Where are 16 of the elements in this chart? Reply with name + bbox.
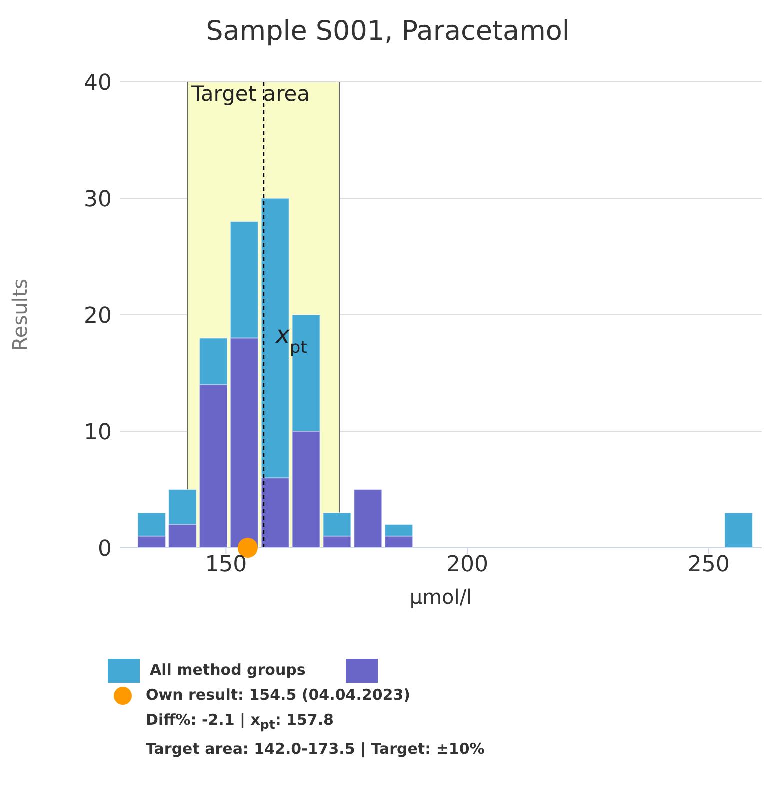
x-tick-label: 250 — [688, 552, 730, 578]
y-tick-label: 0 — [98, 536, 112, 562]
x-axis-title: µmol/l — [410, 585, 472, 609]
y-tick-label: 10 — [84, 420, 112, 446]
y-tick-label: 40 — [84, 70, 112, 96]
x-tick-label: 150 — [205, 552, 248, 578]
band-label: Target area — [190, 82, 310, 106]
y-tick-label: 20 — [84, 304, 112, 329]
y-tick-label: 30 — [84, 187, 112, 212]
text: Target area: 142.0-173.5 | Target: ±10% — [146, 740, 485, 758]
x-tick-label: 200 — [446, 552, 489, 578]
chart-title: Sample S001, Paracetamol — [205, 16, 571, 47]
y-axis-title: Results — [8, 278, 32, 352]
legend-label: All method groups — [149, 660, 306, 681]
legend-label: Own result: 154.5 (04.04.2023) — [145, 685, 412, 706]
text: Diff%: -2.1 | x$_{pt}$: 157.8 — [146, 711, 334, 732]
